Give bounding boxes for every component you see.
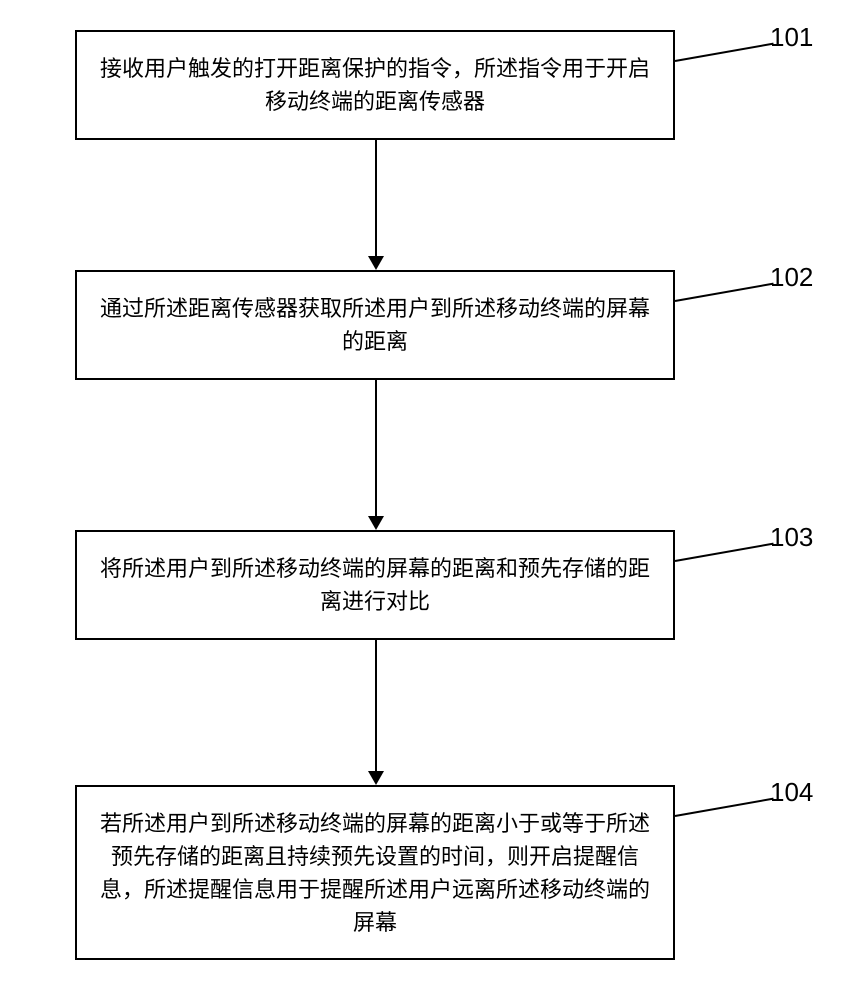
node-4-label: 104 (770, 777, 813, 808)
arrow-1-2 (368, 140, 384, 270)
label-line-1 (675, 43, 774, 62)
arrow-head-icon (368, 516, 384, 530)
label-line-4 (675, 798, 774, 817)
arrow-3-4 (368, 640, 384, 785)
arrow-line (375, 140, 377, 256)
arrow-line (375, 380, 377, 516)
node-2-text: 通过所述距离传感器获取所述用户到所述移动终端的屏幕的距离 (97, 292, 653, 358)
label-line-3 (675, 543, 774, 562)
arrow-head-icon (368, 771, 384, 785)
flowchart-node-3: 将所述用户到所述移动终端的屏幕的距离和预先存储的距离进行对比 (75, 530, 675, 640)
arrow-2-3 (368, 380, 384, 530)
flowchart-node-4: 若所述用户到所述移动终端的屏幕的距离小于或等于所述预先存储的距离且持续预先设置的… (75, 785, 675, 960)
node-4-text: 若所述用户到所述移动终端的屏幕的距离小于或等于所述预先存储的距离且持续预先设置的… (97, 807, 653, 939)
label-line-2 (675, 283, 774, 302)
flowchart-node-2: 通过所述距离传感器获取所述用户到所述移动终端的屏幕的距离 (75, 270, 675, 380)
node-2-label: 102 (770, 262, 813, 293)
node-1-label: 101 (770, 22, 813, 53)
arrow-line (375, 640, 377, 771)
node-1-text: 接收用户触发的打开距离保护的指令，所述指令用于开启移动终端的距离传感器 (97, 52, 653, 118)
flowchart-container: 接收用户触发的打开距离保护的指令，所述指令用于开启移动终端的距离传感器 101 … (0, 0, 860, 1000)
flowchart-node-1: 接收用户触发的打开距离保护的指令，所述指令用于开启移动终端的距离传感器 (75, 30, 675, 140)
node-3-label: 103 (770, 522, 813, 553)
arrow-head-icon (368, 256, 384, 270)
node-3-text: 将所述用户到所述移动终端的屏幕的距离和预先存储的距离进行对比 (97, 552, 653, 618)
